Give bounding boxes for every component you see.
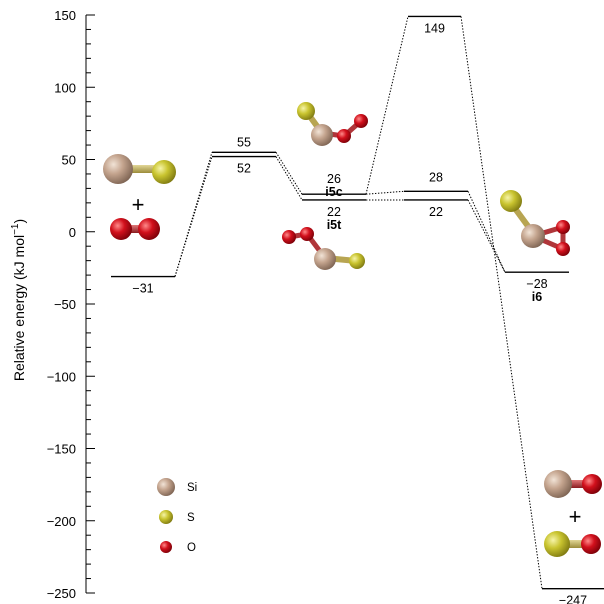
bond-si-s (118, 165, 164, 173)
atom-o (354, 114, 368, 128)
legend-si-icon (157, 478, 175, 496)
level-value-reactants: −31 (132, 282, 153, 296)
molecule-i6 (500, 190, 570, 256)
atom-o (110, 218, 132, 240)
y-axis-label: Relative energy (kJ mol−1) (10, 219, 27, 381)
atom-o (138, 218, 160, 240)
atom-o (300, 227, 314, 241)
molecule-sis-reactant (103, 154, 176, 184)
y-tick-label: −50 (54, 297, 76, 312)
atom-o (581, 534, 601, 554)
level-value-ts1_lower: 52 (237, 162, 251, 176)
level-value-ts1_upper: 55 (237, 135, 251, 149)
atom-si (311, 124, 333, 146)
atom-si (103, 154, 133, 184)
y-tick-label: 100 (54, 80, 76, 95)
atom-o (556, 220, 570, 234)
molecule-sio-product (544, 470, 602, 498)
bond-si-o (558, 480, 592, 488)
y-tick-label: 150 (54, 8, 76, 23)
plus-sign-reactants: + (132, 192, 145, 217)
level-name-i5t: i5t (327, 218, 342, 232)
atom-s (544, 531, 570, 557)
legend-o-icon (160, 541, 172, 553)
atom-s (152, 160, 176, 184)
atom-o (337, 129, 351, 143)
connector-reactants-ts1_upper (174, 152, 213, 277)
y-axis: 150 100 50 0 −50 −100 −150 −200 −250 (47, 8, 95, 601)
legend-label-s: S (187, 512, 195, 524)
y-tick-label: −150 (47, 442, 76, 457)
connector-lines (174, 16, 543, 589)
level-value-i6: −28 (526, 277, 547, 291)
connector-reactants-ts1_lower (174, 156, 213, 277)
level-name-i6: i6 (532, 290, 542, 304)
y-tick-label: −200 (47, 514, 76, 529)
connector-ts_high-products (460, 16, 543, 589)
atom-si (521, 224, 545, 248)
atom-si (544, 470, 572, 498)
atom-s (349, 253, 365, 269)
connector-ts_lower-i6 (467, 199, 506, 273)
level-value-products: −247 (559, 594, 587, 604)
atom-o (282, 230, 296, 244)
y-tick-label: −250 (47, 586, 76, 601)
level-value-ts_high: 149 (424, 21, 445, 35)
molecule-o2-reactant (110, 218, 160, 240)
legend-s-icon (159, 510, 173, 524)
connector-ts_upper-i6 (467, 191, 506, 273)
legend-label-o: O (187, 542, 196, 554)
atom-o (582, 474, 602, 494)
molecule-i5c (297, 102, 368, 146)
y-axis-ticks: 150 100 50 0 −50 −100 −150 −200 −250 (47, 8, 95, 601)
level-value-ts_lower: 22 (429, 205, 443, 219)
y-tick-label: 50 (62, 153, 76, 168)
y-axis-label-superscript: −1 (10, 223, 21, 235)
connector-i5c-ts_high (365, 16, 409, 195)
y-tick-label: −100 (47, 369, 76, 384)
bond-s-o (557, 540, 591, 548)
level-value-i5t: 22 (327, 205, 341, 219)
level-value-i5c: 26 (327, 172, 341, 186)
atom-s (500, 190, 522, 212)
bond-o-o (121, 225, 149, 233)
atom-o (556, 242, 570, 256)
atom-si (314, 248, 336, 270)
connector-ts1_upper-i5c (275, 152, 303, 195)
legend: Si S O (157, 478, 197, 554)
molecule-i5t (282, 227, 365, 270)
energy-levels (111, 15, 604, 590)
legend-label-si: Si (187, 482, 197, 494)
molecule-so-product (544, 531, 601, 557)
connector-ts1_lower-i5t (275, 156, 303, 201)
y-tick-label: 0 (69, 225, 76, 240)
atom-s (297, 102, 315, 120)
plus-sign-products: + (569, 504, 582, 529)
level-name-i5c: i5c (325, 185, 342, 199)
level-value-ts_upper: 28 (429, 170, 443, 184)
connector-i5c-ts_upper (365, 190, 405, 195)
